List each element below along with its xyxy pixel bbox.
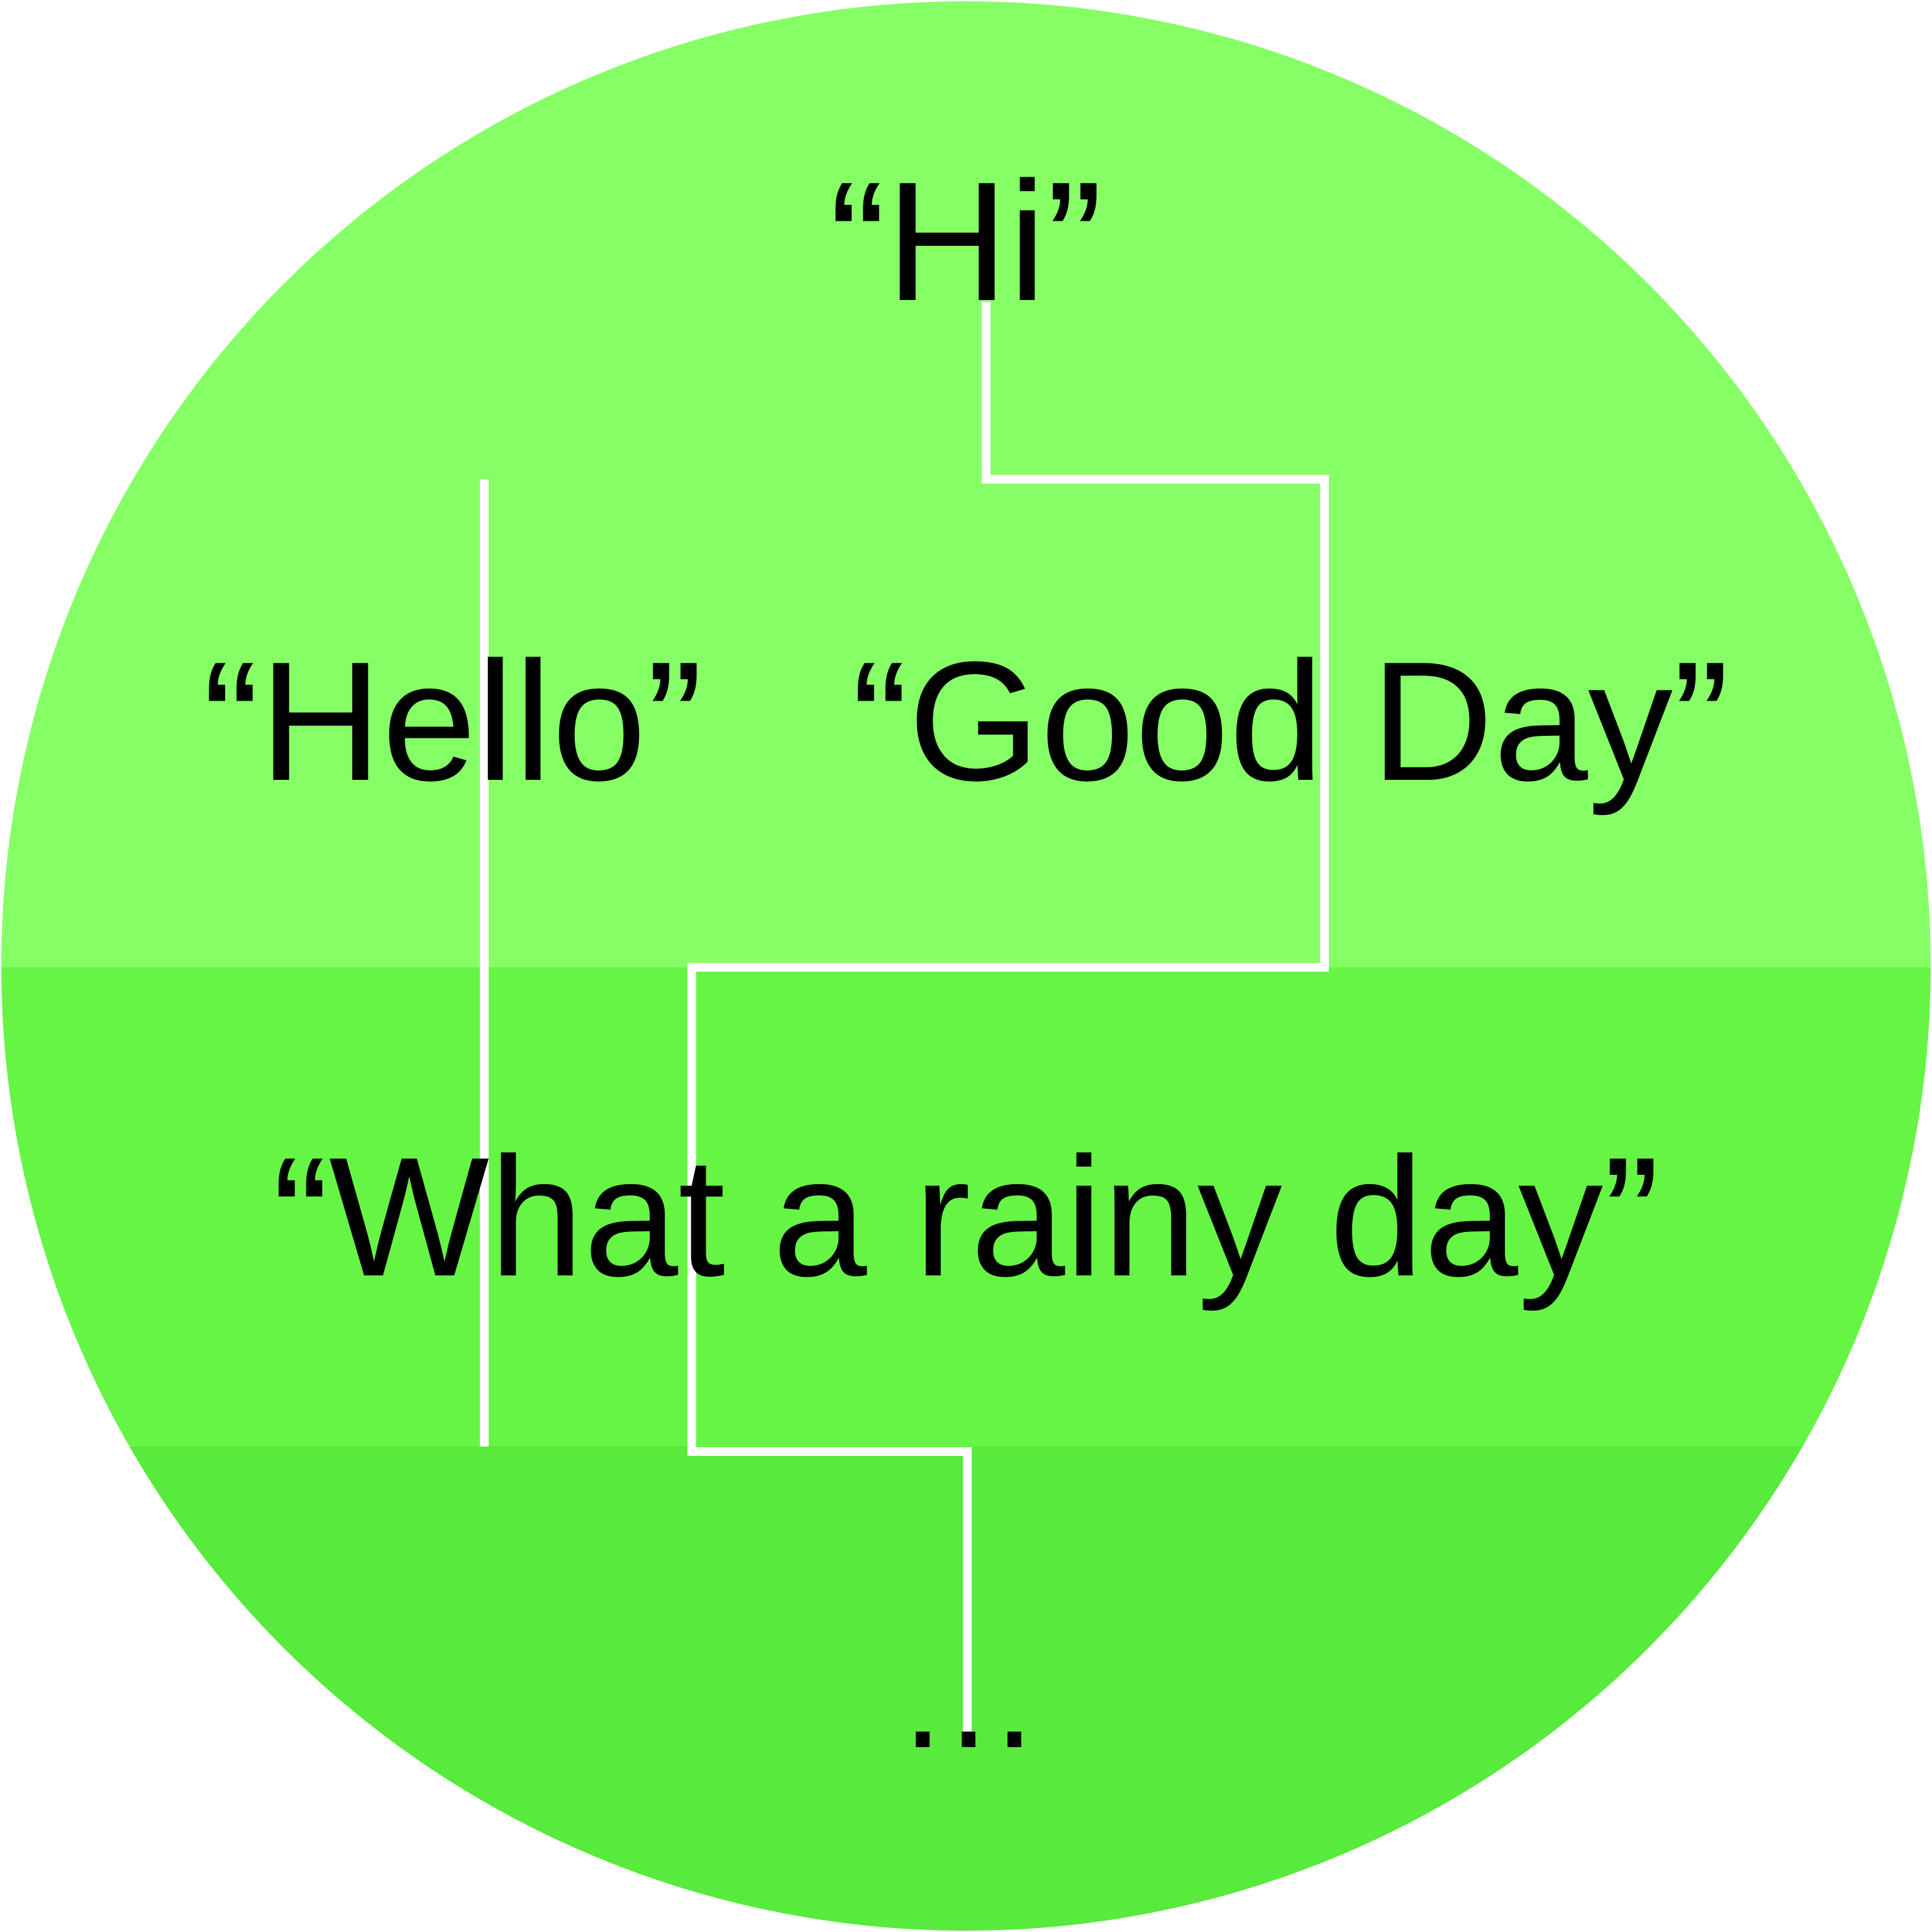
connector-line (687, 302, 1329, 1736)
band-top (1, 1, 1931, 967)
connector (480, 302, 1329, 1736)
band-middle (1, 967, 1931, 1446)
phrase-hi: “Hi” (830, 147, 1103, 336)
phrase-rainy-day: “What a rainy day” (272, 1123, 1660, 1313)
phrase-hello: “Hello” (203, 627, 702, 816)
continuation-ellipsis: … (896, 1616, 1041, 1778)
phrase-good-day: “Good Day” (852, 627, 1729, 817)
